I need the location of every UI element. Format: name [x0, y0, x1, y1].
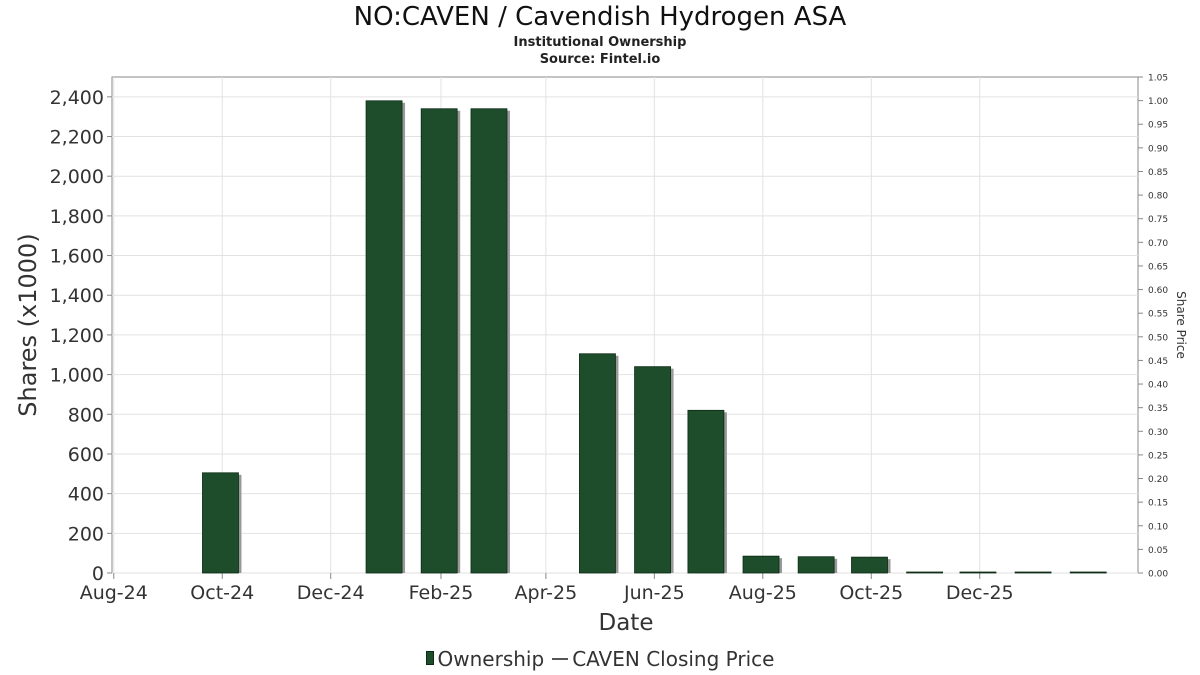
y2-tick-label: 0.50 [1148, 333, 1168, 343]
ownership-bar [420, 108, 458, 574]
y-tick-label: 600 [68, 444, 104, 466]
y-tick-label: 400 [68, 484, 104, 506]
ownership-bar [634, 366, 671, 574]
ownership-bar [851, 556, 888, 574]
y2-tick-label: 0.80 [1148, 192, 1168, 202]
x-axis-title: Date [599, 610, 654, 636]
y-tick-label: 1,800 [50, 206, 104, 228]
y2-tick-label: 0.35 [1148, 404, 1168, 414]
y-axis-title: Shares (x1000) [14, 233, 42, 416]
y2-tick-label: 0.75 [1148, 215, 1168, 225]
y2-tick-label: 0.05 [1148, 546, 1168, 556]
y2-tick-label: 1.00 [1148, 97, 1168, 107]
y2-tick-label: 0.40 [1148, 381, 1168, 391]
ownership-bar [365, 100, 403, 574]
y2-tick-label: 0.70 [1148, 239, 1168, 249]
ownership-bar [797, 556, 835, 574]
y2-tick-label: 0.15 [1148, 499, 1168, 509]
chart-subtitle: Institutional Ownership [513, 35, 687, 50]
x-tick-label: Dec-24 [297, 582, 365, 604]
y2-tick-label: 0.00 [1148, 570, 1168, 580]
ownership-legend-swatch [425, 651, 434, 665]
ownership-bar [202, 472, 239, 574]
y2-tick-label: 0.55 [1148, 310, 1168, 320]
x-tick-label: Oct-24 [190, 582, 254, 604]
x-tick-label: Jun-25 [623, 582, 685, 604]
y2-tick-label: 0.30 [1148, 428, 1168, 438]
y-tick-label: 1,200 [50, 325, 104, 347]
y2-tick-label: 0.85 [1148, 168, 1168, 178]
y2-tick-label: 0.20 [1148, 475, 1168, 485]
y-tick-label: 800 [68, 404, 104, 426]
y2-axis-title: Share Price [1174, 291, 1188, 359]
ownership-bar [906, 571, 944, 574]
x-tick-label: Aug-25 [729, 582, 797, 604]
ownership-bar [742, 555, 780, 574]
chart-source: Source: Fintel.io [539, 52, 661, 67]
y2-tick-label: 0.45 [1148, 357, 1168, 367]
y-tick-label: 2,400 [50, 87, 104, 109]
x-tick-label: Aug-24 [80, 582, 148, 604]
ownership-bar [470, 108, 508, 574]
y2-tick-label: 1.05 [1148, 74, 1168, 84]
plot-area [111, 76, 1139, 574]
y2-tick-label: 0.60 [1148, 286, 1168, 296]
chart-legend: Ownership CAVEN Closing Price [0, 647, 1200, 671]
y2-tick-label: 0.25 [1148, 451, 1168, 461]
ownership-bar [959, 571, 997, 574]
y-tick-label: 2,200 [50, 127, 104, 149]
x-tick-label: Oct-25 [839, 582, 903, 604]
x-tick-label: Dec-25 [946, 582, 1014, 604]
ownership-bar [1014, 571, 1052, 574]
ownership-legend-label: Ownership [437, 647, 545, 671]
x-tick-label: Apr-25 [515, 582, 578, 604]
price-legend-line [552, 658, 569, 660]
ownership-bar [687, 409, 725, 574]
y-tick-label: 1,600 [50, 246, 104, 268]
y2-tick-label: 0.65 [1148, 262, 1168, 272]
y2-tick-label: 0.95 [1148, 121, 1168, 131]
x-tick-label: Feb-25 [409, 582, 474, 604]
y-tick-label: 2,000 [50, 166, 104, 188]
y2-tick-label: 0.10 [1148, 522, 1168, 532]
y-tick-label: 1,000 [50, 365, 104, 387]
ownership-bar [1069, 571, 1107, 574]
y-tick-label: 0 [92, 563, 104, 585]
y2-tick-label: 0.90 [1148, 144, 1168, 154]
price-legend-label: CAVEN Closing Price [572, 647, 775, 671]
y-tick-label: 200 [68, 523, 104, 545]
y-tick-label: 1,400 [50, 285, 104, 307]
ownership-bar [579, 353, 616, 574]
chart-title: NO:CAVEN / Cavendish Hydrogen ASA [353, 2, 847, 32]
